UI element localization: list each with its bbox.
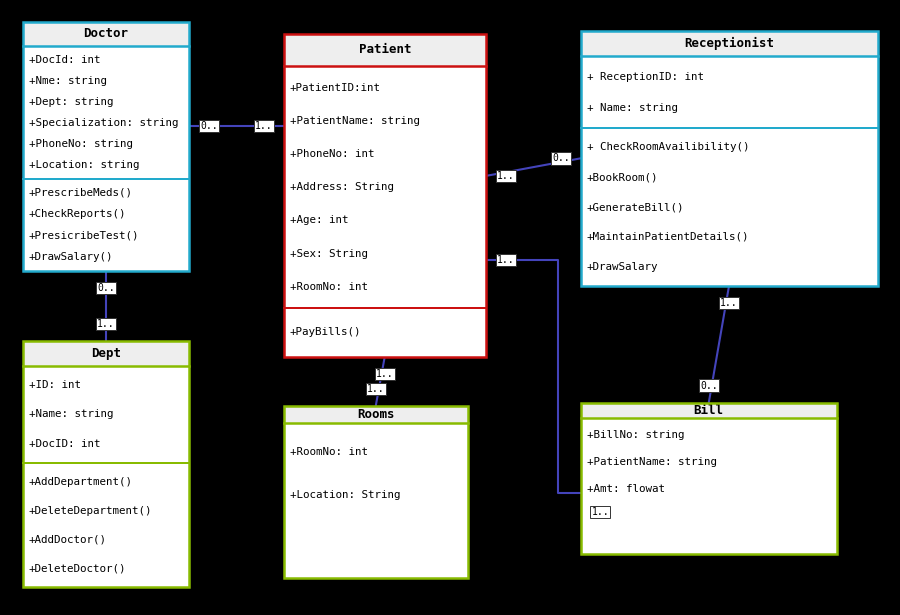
- Text: 0..: 0..: [97, 283, 114, 293]
- Bar: [284, 406, 468, 423]
- Text: +DocID: int: +DocID: int: [29, 438, 100, 449]
- Bar: [580, 403, 837, 554]
- Text: 1..: 1..: [376, 369, 393, 379]
- Text: +RoomNo: int: +RoomNo: int: [290, 282, 368, 292]
- Text: 1..: 1..: [720, 298, 738, 308]
- Text: +PatientID:int: +PatientID:int: [290, 82, 381, 93]
- Text: +BillNo: string: +BillNo: string: [587, 430, 684, 440]
- Text: + CheckRoomAvailibility(): + CheckRoomAvailibility(): [587, 143, 750, 153]
- Text: +PatientName: string: +PatientName: string: [587, 457, 716, 467]
- Text: +Amt: flowat: +Amt: flowat: [587, 483, 665, 494]
- Text: +AddDepartment(): +AddDepartment(): [29, 477, 133, 486]
- Text: +Location: string: +Location: string: [29, 161, 140, 170]
- Text: +Sex: String: +Sex: String: [290, 248, 368, 258]
- Text: +DeleteDepartment(): +DeleteDepartment(): [29, 506, 152, 515]
- Bar: [580, 403, 837, 554]
- Text: +Address: String: +Address: String: [290, 182, 394, 192]
- Text: + Name: string: + Name: string: [587, 103, 678, 113]
- Bar: [284, 406, 468, 578]
- Text: Patient: Patient: [358, 44, 411, 57]
- Text: + ReceptionID: int: + ReceptionID: int: [587, 71, 704, 82]
- Text: 1..: 1..: [97, 319, 114, 329]
- Text: +Name: string: +Name: string: [29, 410, 113, 419]
- Bar: [284, 34, 486, 66]
- Text: +AddDoctor(): +AddDoctor(): [29, 534, 107, 544]
- Bar: [580, 31, 878, 286]
- Bar: [22, 22, 189, 271]
- Text: +ID: int: +ID: int: [29, 380, 81, 390]
- Text: +DrawSalary: +DrawSalary: [587, 261, 658, 272]
- Text: Dept: Dept: [91, 347, 121, 360]
- Text: +GenerateBill(): +GenerateBill(): [587, 202, 684, 212]
- Text: Bill: Bill: [694, 404, 724, 417]
- Text: 0..: 0..: [552, 153, 570, 164]
- Text: +Nme: string: +Nme: string: [29, 76, 107, 86]
- Text: +Age: int: +Age: int: [290, 215, 348, 225]
- Text: +CheckReports(): +CheckReports(): [29, 209, 126, 219]
- Text: 1..: 1..: [497, 171, 515, 181]
- Text: +PayBills(): +PayBills(): [290, 327, 361, 338]
- Text: +PhoneNo: int: +PhoneNo: int: [290, 149, 374, 159]
- Text: 1..: 1..: [367, 384, 384, 394]
- Text: +DrawSalary(): +DrawSalary(): [29, 252, 113, 262]
- Text: 1..: 1..: [497, 255, 515, 265]
- Text: 0..: 0..: [700, 381, 717, 391]
- Text: +PhoneNo: string: +PhoneNo: string: [29, 139, 133, 149]
- Bar: [580, 31, 878, 286]
- Text: 1..: 1..: [591, 507, 609, 517]
- Text: Doctor: Doctor: [83, 28, 128, 41]
- Text: +DeleteDoctor(): +DeleteDoctor(): [29, 563, 126, 574]
- Bar: [22, 22, 189, 271]
- Text: +PatientName: string: +PatientName: string: [290, 116, 419, 126]
- Text: +DocId: int: +DocId: int: [29, 55, 100, 65]
- Bar: [580, 31, 878, 57]
- Text: 0..: 0..: [200, 121, 218, 131]
- Text: +Specialization: string: +Specialization: string: [29, 118, 178, 128]
- Text: Rooms: Rooms: [357, 408, 394, 421]
- Text: +MaintainPatientDetails(): +MaintainPatientDetails(): [587, 232, 750, 242]
- Text: 1..: 1..: [255, 121, 273, 131]
- Bar: [284, 406, 468, 578]
- Text: +Location: String: +Location: String: [290, 490, 400, 501]
- Text: +PresicribeTest(): +PresicribeTest(): [29, 231, 140, 240]
- Bar: [22, 341, 189, 587]
- Bar: [284, 34, 486, 357]
- Bar: [22, 341, 189, 366]
- Bar: [284, 34, 486, 357]
- Text: +BookRoom(): +BookRoom(): [587, 172, 658, 182]
- Bar: [22, 341, 189, 587]
- Bar: [580, 403, 837, 418]
- Bar: [22, 22, 189, 46]
- Text: +RoomNo: int: +RoomNo: int: [290, 446, 368, 456]
- Text: Receptionist: Receptionist: [684, 37, 774, 50]
- Text: +PrescribeMeds(): +PrescribeMeds(): [29, 188, 133, 198]
- Text: +Dept: string: +Dept: string: [29, 97, 113, 107]
